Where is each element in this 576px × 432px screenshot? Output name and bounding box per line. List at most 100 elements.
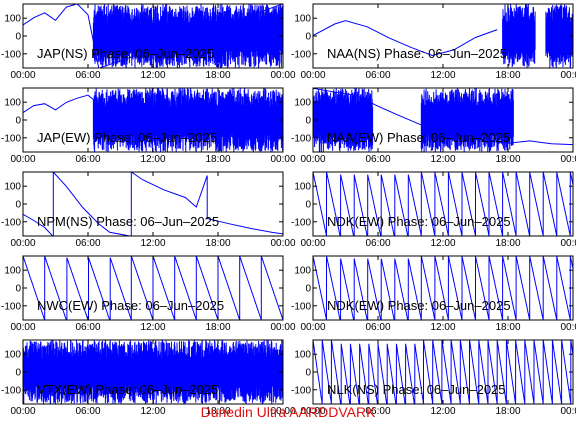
x-tick-label: 12:00 <box>140 322 165 333</box>
series-line <box>313 20 498 57</box>
noise-region <box>313 88 374 152</box>
panel-trace-2 <box>313 4 573 68</box>
x-tick-label: 00:00 <box>560 406 576 417</box>
y-tick-label: -100 <box>1 217 21 228</box>
x-tick-label: 18:00 <box>205 406 230 417</box>
panel-title: NLK(NS) Phase: 06–Jun–2025 <box>327 382 506 397</box>
x-tick-label: 06:00 <box>365 70 390 81</box>
panel-title: JAP(EW) Phase: 06–Jun–2025 <box>37 130 217 145</box>
x-tick-label: 00:00 <box>270 154 295 165</box>
y-tick-label: -100 <box>1 385 21 396</box>
y-tick-label: 0 <box>15 116 21 127</box>
y-tick-label: 0 <box>15 32 21 43</box>
x-tick-label: 00:00 <box>560 238 576 249</box>
noise-region <box>92 4 283 68</box>
panel-trace-5 <box>23 172 283 236</box>
x-tick-label: 00:00 <box>270 238 295 249</box>
x-tick-label: 18:00 <box>495 154 520 165</box>
noise-region <box>545 4 573 68</box>
y-tick-label: 100 <box>4 98 21 109</box>
x-tick-label: 00:00 <box>300 70 325 81</box>
panel-6: -100010000:0006:0012:0018:0000:00NDK(EW)… <box>291 171 576 249</box>
series-line <box>23 94 100 114</box>
x-tick-label: 06:00 <box>365 238 390 249</box>
x-tick-label: 18:00 <box>495 322 520 333</box>
y-tick-label: -100 <box>291 301 311 312</box>
noise-region <box>502 4 536 68</box>
x-tick-label: 12:00 <box>140 154 165 165</box>
x-tick-label: 06:00 <box>365 154 390 165</box>
panel-10: -100010000:0006:0012:0018:0000:00NLK(NS)… <box>291 339 576 417</box>
x-tick-label: 06:00 <box>75 322 100 333</box>
panel-title: NDK(EW) Phase: 06–Jun–2025 <box>327 214 511 229</box>
panel-trace-3 <box>23 88 283 152</box>
y-tick-label: 0 <box>15 284 21 295</box>
x-tick-label: 06:00 <box>365 406 390 417</box>
x-tick-label: 06:00 <box>75 154 100 165</box>
x-tick-label: 00:00 <box>10 154 35 165</box>
x-tick-label: 00:00 <box>560 154 576 165</box>
x-tick-label: 06:00 <box>75 238 100 249</box>
y-tick-label: 100 <box>294 98 311 109</box>
panel-title: NAA(EW) Phase: 06–Jun–2025 <box>327 130 510 145</box>
x-tick-label: 12:00 <box>140 70 165 81</box>
y-tick-label: -100 <box>1 49 21 60</box>
y-tick-label: -100 <box>291 385 311 396</box>
y-tick-label: 100 <box>4 350 21 361</box>
y-tick-label: 0 <box>15 200 21 211</box>
x-tick-label: 00:00 <box>270 322 295 333</box>
panel-title: NDK(EW) Phase: 06–Jun–2025 <box>327 298 511 313</box>
x-tick-label: 18:00 <box>205 238 230 249</box>
x-tick-label: 00:00 <box>560 70 576 81</box>
x-tick-label: 18:00 <box>205 322 230 333</box>
noise-region <box>92 88 283 152</box>
x-tick-label: 00:00 <box>10 238 35 249</box>
panel-trace-1 <box>23 4 283 68</box>
panel-8: -100010000:0006:0012:0018:0000:00NDK(EW)… <box>291 255 576 333</box>
series-line <box>313 256 573 320</box>
panel-4: -100010000:0006:0012:0018:0000:00NAA(EW)… <box>291 87 576 165</box>
x-tick-label: 12:00 <box>430 70 455 81</box>
y-tick-label: 100 <box>4 182 21 193</box>
y-tick-label: 100 <box>4 14 21 25</box>
panel-trace-9 <box>23 340 283 404</box>
panel-trace-8 <box>313 256 573 320</box>
y-tick-label: -100 <box>291 133 311 144</box>
x-tick-label: 06:00 <box>365 322 390 333</box>
panel-title: VTX(EW) Phase: 06–Jun–2025 <box>37 382 218 397</box>
panel-title: NPM(NS) Phase: 06–Jun–2025 <box>37 214 219 229</box>
x-tick-label: 00:00 <box>300 154 325 165</box>
x-tick-label: 18:00 <box>205 70 230 81</box>
y-tick-label: 100 <box>294 266 311 277</box>
x-tick-label: 06:00 <box>75 70 100 81</box>
panel-2: -100010000:0006:0012:0018:0000:00NAA(NS)… <box>291 3 576 81</box>
x-tick-label: 12:00 <box>430 322 455 333</box>
x-tick-label: 18:00 <box>205 154 230 165</box>
x-tick-label: 00:00 <box>300 238 325 249</box>
y-tick-label: 100 <box>294 14 311 25</box>
noise-region <box>23 340 283 404</box>
y-tick-label: -100 <box>291 49 311 60</box>
x-tick-label: 18:00 <box>495 70 520 81</box>
y-tick-label: 0 <box>305 32 311 43</box>
panel-title: NAA(NS) Phase: 06–Jun–2025 <box>327 46 507 61</box>
y-tick-label: 0 <box>305 200 311 211</box>
y-tick-label: 0 <box>305 116 311 127</box>
panel-title: NWC(EW) Phase: 06–Jun–2025 <box>37 298 224 313</box>
x-tick-label: 00:00 <box>300 322 325 333</box>
x-tick-label: 12:00 <box>140 238 165 249</box>
x-tick-label: 12:00 <box>430 406 455 417</box>
x-tick-label: 12:00 <box>430 154 455 165</box>
x-tick-label: 00:00 <box>10 406 35 417</box>
series-line <box>313 88 573 146</box>
x-tick-label: 12:00 <box>430 238 455 249</box>
x-tick-label: 12:00 <box>140 406 165 417</box>
panel-title: JAP(NS) Phase: 06–Jun–2025 <box>37 46 214 61</box>
y-tick-label: 0 <box>305 284 311 295</box>
x-tick-label: 06:00 <box>75 406 100 417</box>
x-tick-label: 00:00 <box>270 406 295 417</box>
x-tick-label: 18:00 <box>495 238 520 249</box>
series-line <box>313 172 573 236</box>
